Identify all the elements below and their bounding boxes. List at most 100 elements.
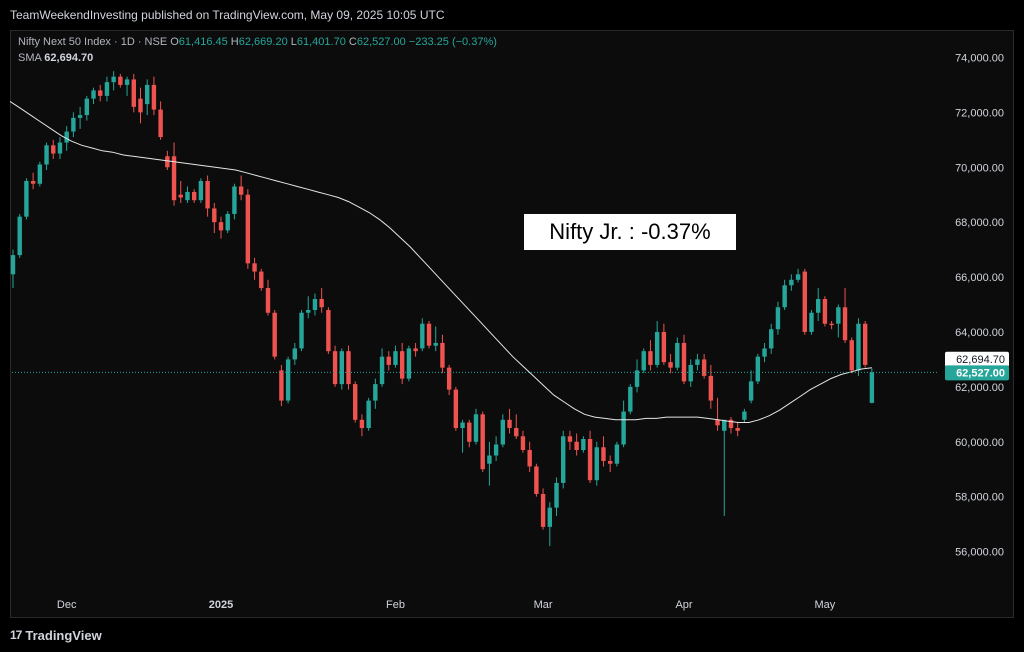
candle[interactable]: [312, 293, 318, 316]
candle[interactable]: [487, 441, 492, 486]
candle[interactable]: [654, 320, 660, 368]
candle[interactable]: [238, 175, 244, 201]
candle[interactable]: [17, 213, 22, 258]
candle[interactable]: [809, 310, 814, 335]
candle[interactable]: [212, 202, 217, 234]
candle[interactable]: [24, 178, 29, 220]
candle[interactable]: [587, 430, 593, 483]
candle[interactable]: [245, 189, 251, 269]
candle[interactable]: [514, 414, 519, 440]
candle[interactable]: [77, 106, 83, 129]
candle[interactable]: [44, 142, 49, 170]
candle[interactable]: [51, 139, 56, 160]
candle[interactable]: [722, 419, 727, 516]
candle[interactable]: [145, 79, 150, 116]
candle[interactable]: [104, 76, 110, 102]
candle[interactable]: [292, 342, 298, 365]
candle[interactable]: [661, 323, 667, 365]
candle[interactable]: [91, 87, 96, 105]
candle[interactable]: [386, 351, 391, 371]
candle[interactable]: [71, 112, 76, 138]
candle[interactable]: [856, 318, 861, 376]
candle[interactable]: [849, 337, 854, 374]
candle[interactable]: [339, 348, 344, 390]
candle[interactable]: [547, 502, 552, 547]
candle[interactable]: [379, 348, 385, 387]
candle[interactable]: [440, 334, 445, 374]
tradingview-footer[interactable]: 17 TradingView: [10, 626, 102, 644]
candle[interactable]: [332, 345, 338, 387]
annotation-box[interactable]: Nifty Jr. : -0.37%: [524, 214, 736, 250]
candle[interactable]: [641, 348, 646, 374]
candle[interactable]: [399, 342, 405, 385]
candle[interactable]: [708, 364, 714, 409]
candle[interactable]: [748, 370, 754, 404]
candle[interactable]: [775, 301, 781, 335]
candle[interactable]: [554, 477, 559, 516]
candle[interactable]: [869, 368, 875, 404]
candle[interactable]: [353, 381, 358, 423]
candle[interactable]: [420, 318, 425, 352]
candle[interactable]: [205, 175, 210, 217]
candle[interactable]: [426, 320, 432, 349]
candle[interactable]: [285, 356, 291, 404]
candle[interactable]: [326, 307, 331, 354]
candle[interactable]: [413, 342, 418, 357]
candle[interactable]: [789, 274, 794, 291]
candle[interactable]: [795, 268, 801, 283]
candle[interactable]: [701, 353, 707, 379]
candle[interactable]: [755, 353, 761, 385]
candle[interactable]: [191, 189, 197, 203]
candle[interactable]: [232, 183, 237, 220]
candle[interactable]: [567, 430, 573, 450]
candle[interactable]: [862, 320, 868, 368]
candle[interactable]: [37, 161, 43, 187]
candle[interactable]: [252, 257, 257, 280]
candle[interactable]: [561, 430, 566, 489]
candle[interactable]: [433, 326, 438, 352]
candle[interactable]: [225, 211, 230, 234]
candle[interactable]: [527, 441, 532, 472]
candle[interactable]: [594, 441, 599, 486]
candle[interactable]: [634, 359, 640, 393]
candle[interactable]: [668, 353, 673, 374]
candle[interactable]: [574, 433, 579, 456]
candle[interactable]: [446, 364, 452, 396]
candle[interactable]: [393, 345, 398, 368]
candle[interactable]: [57, 137, 63, 160]
candle[interactable]: [822, 296, 828, 327]
candle[interactable]: [319, 288, 324, 313]
candle[interactable]: [520, 430, 526, 453]
candle[interactable]: [802, 268, 807, 335]
candle[interactable]: [742, 408, 747, 423]
candle[interactable]: [259, 268, 264, 291]
candle[interactable]: [467, 419, 472, 448]
candle[interactable]: [500, 414, 506, 448]
candle[interactable]: [493, 436, 499, 461]
candle[interactable]: [460, 419, 465, 453]
candle[interactable]: [735, 422, 740, 437]
candle[interactable]: [373, 378, 378, 409]
candle[interactable]: [151, 76, 157, 116]
candle[interactable]: [782, 279, 787, 310]
candle[interactable]: [10, 249, 16, 289]
candle[interactable]: [628, 384, 633, 415]
candle[interactable]: [98, 84, 103, 102]
candle[interactable]: [366, 397, 371, 431]
candle[interactable]: [507, 408, 512, 434]
candle[interactable]: [695, 353, 700, 371]
candle[interactable]: [728, 417, 734, 434]
candle[interactable]: [675, 337, 680, 371]
candle[interactable]: [829, 320, 834, 330]
candle[interactable]: [198, 178, 204, 203]
candle[interactable]: [30, 172, 36, 190]
candle[interactable]: [614, 441, 620, 467]
candle[interactable]: [681, 334, 687, 385]
candle[interactable]: [769, 323, 774, 354]
candle[interactable]: [265, 279, 271, 316]
candle[interactable]: [124, 76, 130, 96]
candle[interactable]: [836, 304, 841, 338]
candle[interactable]: [688, 359, 693, 387]
candle[interactable]: [581, 436, 586, 453]
